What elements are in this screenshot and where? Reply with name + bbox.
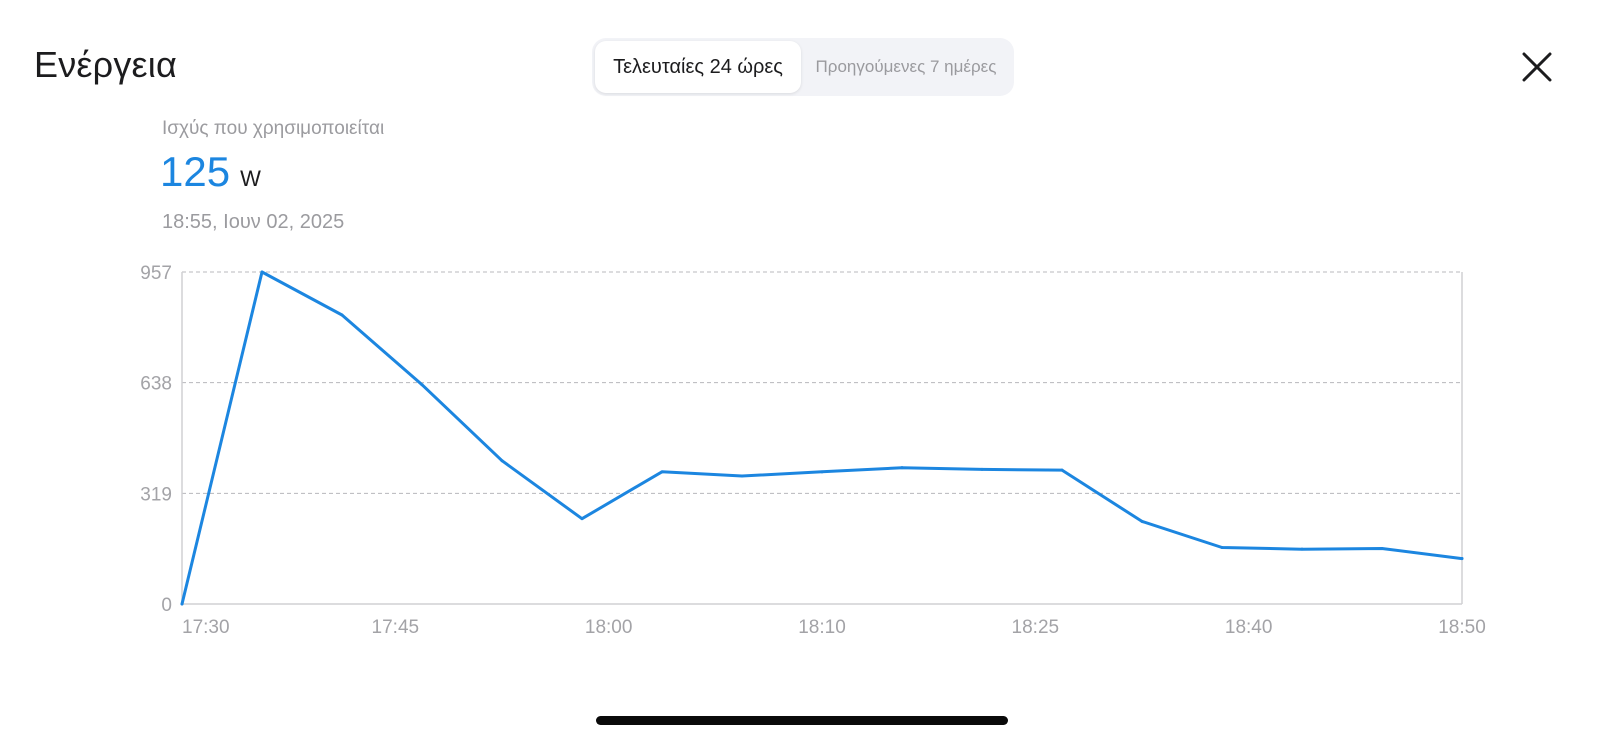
x-tick-label: 17:45 — [372, 617, 420, 638]
metric-timestamp: 18:55, Ιουν 02, 2025 — [162, 211, 345, 233]
x-tick-label: 18:50 — [1438, 617, 1486, 638]
power-line-chart: 0 319 638 957 17:30 17:45 18:00 18:10 18:25 18:40… — [140, 263, 1486, 638]
data-point — [1380, 546, 1384, 550]
y-tick-label: 319 — [140, 484, 172, 505]
y-tick-label: 957 — [140, 263, 172, 284]
x-tick-label: 18:25 — [1012, 617, 1060, 638]
page-title: Ενέργεια — [34, 44, 177, 85]
data-point — [980, 467, 984, 471]
data-point — [1220, 545, 1224, 549]
tab-last-24-hours[interactable]: Τελευταίες 24 ώρες — [595, 41, 801, 93]
metric-value: 125 — [160, 148, 231, 195]
time-range-segmented-control: Τελευταίες 24 ώρες Προηγούμενες 7 ημέρες — [592, 38, 1014, 96]
data-point — [500, 459, 504, 463]
metric-label: Ισχύς που χρησιμοποιείται — [162, 118, 385, 139]
data-point — [820, 470, 824, 474]
data-point — [1460, 557, 1464, 561]
data-point — [660, 470, 664, 474]
y-tick-label: 0 — [161, 595, 172, 616]
metric-value-row: 125 W — [160, 148, 261, 196]
x-tick-label: 18:00 — [585, 617, 633, 638]
data-point — [180, 602, 184, 606]
data-point — [260, 270, 264, 274]
tab-previous-7-days[interactable]: Προηγούμενες 7 ημέρες — [815, 57, 997, 76]
power-series-line — [180, 270, 1464, 606]
data-point — [740, 474, 744, 478]
x-tick-label: 18:40 — [1225, 617, 1273, 638]
x-tick-label: 18:10 — [798, 617, 846, 638]
home-indicator — [596, 716, 1008, 725]
close-button[interactable] — [1518, 48, 1556, 86]
data-point — [580, 517, 584, 521]
x-tick-label: 17:30 — [182, 617, 230, 638]
data-point — [1140, 519, 1144, 523]
close-icon — [1522, 52, 1552, 82]
y-tick-label: 638 — [140, 374, 172, 395]
metric-unit: W — [240, 166, 261, 191]
data-point — [420, 383, 424, 387]
data-point — [1300, 547, 1304, 551]
data-point — [1060, 468, 1064, 472]
data-point — [340, 313, 344, 317]
data-point — [900, 466, 904, 470]
